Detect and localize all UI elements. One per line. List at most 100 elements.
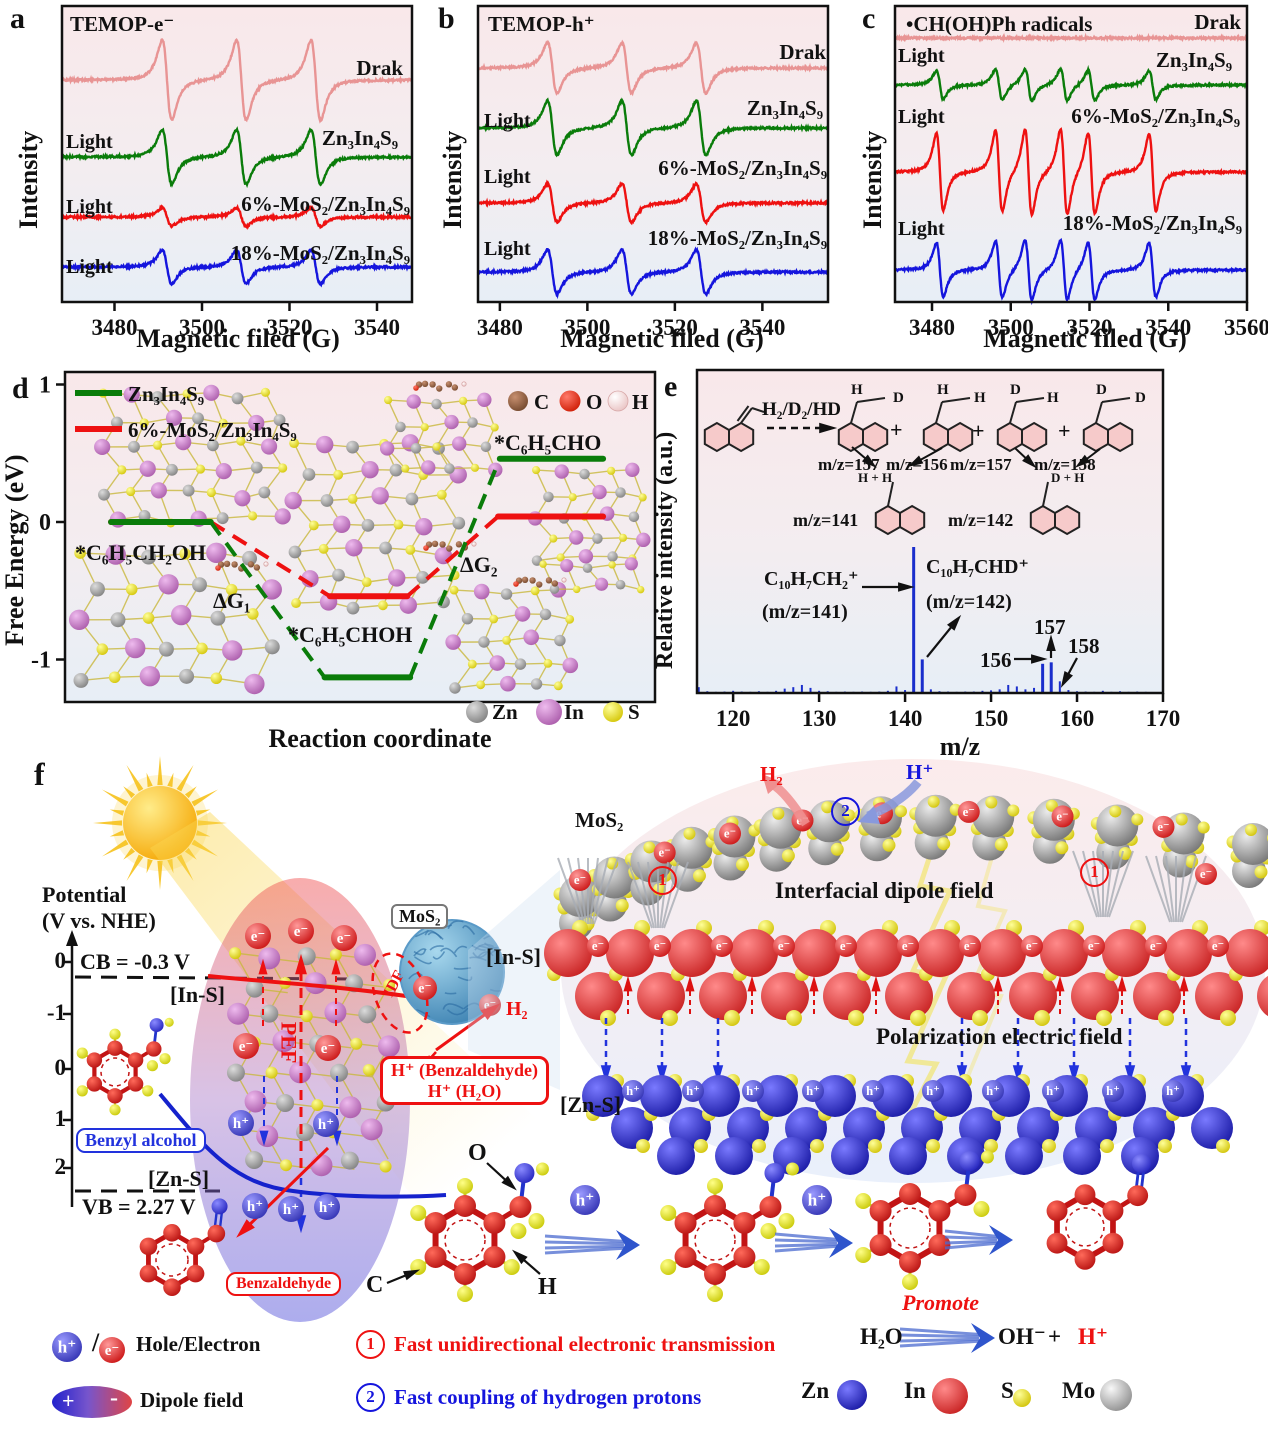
- panel-a-plot: 3480 3500 3520 3540: [60, 4, 414, 340]
- svg-text:h⁺: h⁺: [926, 1084, 940, 1098]
- svg-text:e⁻: e⁻: [964, 939, 976, 953]
- svg-text:h⁺: h⁺: [866, 1084, 880, 1098]
- curve-label: Drak: [1194, 10, 1241, 34]
- hd-label: H: [937, 382, 949, 398]
- atom-legend-c: C: [534, 390, 550, 414]
- panel-e-tag: e: [664, 370, 678, 403]
- plus-sign: +: [972, 418, 985, 443]
- in-s-label: [In-S]: [486, 944, 542, 969]
- mos2-box-label: MoS₂: [391, 904, 449, 929]
- proton-source-line1: H⁺ (Benzaldehyde): [391, 1060, 538, 1080]
- dg1-label: ΔG₁: [213, 588, 251, 613]
- mz-product-label: m/z=157: [950, 455, 1012, 474]
- circled-1: 1: [648, 866, 677, 895]
- dipole-plus: +: [62, 1388, 75, 1413]
- in-s-label: [In-S]: [170, 982, 226, 1007]
- svg-text:e⁻: e⁻: [716, 939, 728, 953]
- h2-evolution-label: H₂: [506, 998, 528, 1020]
- svg-text:h⁺: h⁺: [808, 1191, 827, 1210]
- svg-text:3540: 3540: [354, 315, 400, 340]
- potential-axis-title: (V vs. NHE): [42, 908, 156, 933]
- curve-label: Zn₃In₄S₉: [746, 96, 823, 120]
- svg-text:h⁺: h⁺: [1106, 1084, 1120, 1098]
- panel-c-title: •CH(OH)Ph radicals: [906, 12, 1093, 36]
- svg-text:3560: 3560: [1224, 315, 1268, 340]
- svg-text:e⁻: e⁻: [1056, 810, 1068, 824]
- state-label-product: *C₆H₅CHO: [494, 430, 602, 455]
- y-axis-label: Relative intensity (a.u.): [652, 431, 678, 669]
- svg-text:3540: 3540: [1145, 315, 1191, 340]
- dipole-minus: -: [110, 1385, 118, 1411]
- mz-product-label: m/z=158: [1034, 455, 1096, 474]
- y-axis-label: Intensity: [14, 130, 43, 230]
- light-label: Light: [484, 166, 531, 188]
- hd-label: H: [974, 390, 986, 406]
- svg-text:e⁻: e⁻: [105, 1343, 120, 1359]
- panel-c-tag: c: [862, 2, 876, 35]
- svg-text:-1: -1: [31, 648, 51, 674]
- note-1: Fast unidirectional electronic transmiss…: [394, 1332, 776, 1356]
- h-atom-label: H: [538, 1274, 557, 1300]
- dg2-label: ΔG₂: [460, 552, 498, 577]
- h-plus-label: H⁺: [1078, 1324, 1109, 1349]
- svg-text:3500: 3500: [564, 315, 610, 340]
- svg-text:h⁺: h⁺: [283, 1202, 299, 1218]
- svg-text:e⁻: e⁻: [654, 939, 666, 953]
- panel-b-tag: b: [438, 2, 455, 35]
- svg-text:h⁺: h⁺: [576, 1191, 595, 1210]
- curve-label: 6%-MoS₂/Zn₃In₄S₉: [658, 156, 827, 180]
- reaction-arrow-label: H₂/D₂/HD: [762, 399, 841, 420]
- light-label: Light: [484, 238, 531, 260]
- circled-2: 2: [831, 797, 860, 826]
- hole-electron-legend: Hole/Electron: [136, 1332, 261, 1356]
- plus-sign: +: [1058, 418, 1071, 443]
- light-label: Light: [66, 196, 113, 218]
- x-axis-label: Reaction coordinate: [268, 724, 492, 753]
- legend-mo: Mo: [1062, 1378, 1096, 1403]
- svg-text:h⁺: h⁺: [1166, 1084, 1180, 1098]
- hd-label: D: [893, 390, 904, 406]
- svg-text:h⁺: h⁺: [247, 1199, 263, 1215]
- svg-text:h⁺: h⁺: [58, 1338, 77, 1357]
- promote-label: Promote: [902, 1290, 979, 1315]
- polarization-field-label: Polarization electric field: [876, 1024, 1123, 1049]
- light-label: Light: [898, 45, 945, 67]
- circled-2: 2: [356, 1383, 385, 1412]
- x-axis-label: Magnetic filed (G): [136, 324, 340, 353]
- atom-legend-o: O: [586, 390, 603, 414]
- c-atom-label: C: [366, 1272, 384, 1298]
- axis-tick: 2: [54, 1154, 67, 1179]
- o-atom-label: O: [468, 1140, 487, 1166]
- svg-text:0: 0: [39, 510, 51, 536]
- peak-annotation: 156: [980, 648, 1012, 672]
- curve-label: Zn₃In₄S₉: [1155, 48, 1232, 72]
- svg-text:h⁺: h⁺: [1046, 1084, 1060, 1098]
- svg-text:e⁻: e⁻: [1200, 867, 1212, 881]
- h2o-label: H₂O: [860, 1324, 903, 1349]
- svg-text:3480: 3480: [909, 315, 955, 340]
- svg-text:e⁻: e⁻: [902, 939, 914, 953]
- cb-level-label: CB = -0.3 V: [80, 949, 190, 974]
- svg-text:e⁻: e⁻: [1157, 820, 1169, 834]
- curve-label: Drak: [779, 40, 826, 64]
- panel-a-title: TEMOP-e⁻: [70, 12, 175, 36]
- panel-d-tag: d: [12, 372, 29, 405]
- svg-text:140: 140: [888, 706, 923, 731]
- svg-text:h⁺: h⁺: [806, 1084, 820, 1098]
- light-label: Light: [898, 106, 945, 128]
- mz-fragment-label: m/z=141: [793, 510, 859, 530]
- interfacial-field-label: Interfacial dipole field: [775, 878, 994, 903]
- zn-s-label: [Zn-S]: [148, 1166, 210, 1191]
- mos2-layer-label: MoS₂: [575, 808, 624, 832]
- y-axis-label: Free Energy (eV): [0, 454, 29, 646]
- legend-in: In: [904, 1378, 926, 1403]
- svg-text:1: 1: [39, 373, 51, 399]
- svg-text:e⁻: e⁻: [1212, 939, 1224, 953]
- svg-text:e⁻: e⁻: [592, 939, 604, 953]
- legend-s: S: [1001, 1378, 1014, 1403]
- mz-product-label: m/z=156: [886, 455, 948, 474]
- dipole-field-legend: Dipole field: [140, 1388, 244, 1412]
- zn-s-label: [Zn-S]: [560, 1092, 622, 1117]
- peak-annotation: 158: [1068, 634, 1100, 658]
